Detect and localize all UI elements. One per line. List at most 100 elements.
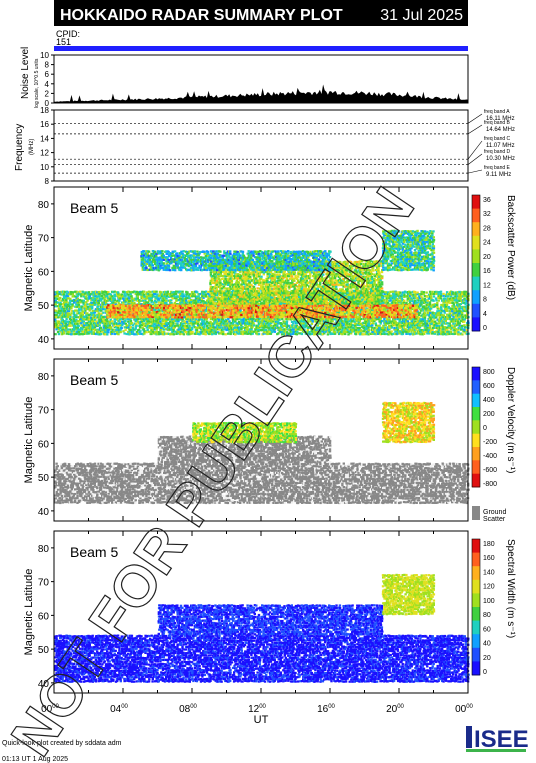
data-cell — [137, 297, 139, 299]
data-cell — [202, 300, 204, 302]
data-cell — [248, 320, 250, 322]
data-cell — [270, 319, 272, 321]
data-cell — [78, 325, 80, 327]
data-cell — [114, 298, 116, 300]
data-cell — [426, 296, 428, 298]
frequency-ylabel-sub: (MHz) — [29, 139, 35, 155]
data-cell — [75, 314, 77, 316]
cpid-bar — [54, 46, 468, 51]
data-cell — [152, 329, 154, 331]
data-cell — [109, 324, 111, 326]
data-cell — [197, 301, 199, 303]
data-cell — [404, 328, 406, 330]
data-cell — [420, 293, 422, 295]
data-cell — [435, 322, 437, 324]
data-cell — [155, 301, 157, 303]
data-cell — [145, 331, 147, 333]
data-cell — [252, 333, 254, 335]
data-cell — [426, 327, 428, 329]
data-cell — [419, 312, 421, 314]
data-cell — [107, 331, 109, 333]
data-cell — [443, 295, 445, 297]
data-cell — [420, 300, 422, 302]
frequency-tick-label: 10 — [40, 163, 49, 172]
data-cell — [205, 291, 207, 293]
data-cell — [176, 323, 178, 325]
data-cell — [63, 308, 65, 310]
data-cell — [191, 327, 193, 329]
data-cell — [435, 299, 437, 301]
data-cell — [131, 322, 133, 324]
data-cell — [130, 295, 132, 297]
data-cell — [137, 295, 139, 297]
noise-level-area — [54, 85, 468, 104]
noise-tick-label: 10 — [40, 51, 49, 60]
data-cell — [70, 307, 72, 309]
data-cell — [190, 299, 192, 301]
data-cell — [383, 331, 385, 333]
data-cell — [227, 333, 229, 335]
data-cell — [429, 312, 431, 314]
data-cell — [165, 297, 167, 299]
data-cell — [174, 302, 176, 304]
data-cell — [165, 300, 167, 302]
data-cell — [94, 314, 96, 316]
data-cell — [446, 291, 448, 293]
data-cell — [158, 302, 160, 304]
data-cell — [429, 303, 431, 305]
data-cell — [218, 329, 220, 331]
data-cell — [90, 312, 92, 314]
data-cell — [452, 323, 454, 325]
data-cell — [56, 314, 58, 316]
data-cell — [442, 331, 444, 333]
data-cell — [82, 314, 84, 316]
data-cell — [371, 327, 373, 329]
data-cell — [100, 318, 102, 320]
data-cell — [351, 330, 353, 332]
data-cell — [142, 322, 144, 324]
data-cell — [151, 299, 153, 301]
data-cell — [258, 333, 260, 335]
data-cell — [216, 323, 218, 325]
data-cell — [414, 291, 416, 293]
data-cell — [167, 291, 169, 293]
data-cell — [143, 328, 145, 330]
data-cell — [440, 295, 442, 297]
data-cell — [396, 322, 398, 324]
data-cell — [425, 292, 427, 294]
data-cell — [424, 317, 426, 319]
data-cell — [72, 291, 74, 293]
data-cell — [440, 308, 442, 310]
data-cell — [440, 297, 442, 299]
data-cell — [421, 297, 423, 299]
data-cell — [73, 318, 75, 320]
cpid-value: 151 — [56, 37, 71, 47]
data-cell — [436, 314, 438, 316]
data-cell — [372, 322, 374, 324]
data-cell — [181, 323, 183, 325]
data-cell — [90, 331, 92, 333]
data-cell — [444, 297, 446, 299]
data-cell — [104, 308, 106, 310]
plot-title: HOKKAIDO RADAR SUMMARY PLOT — [60, 7, 343, 24]
data-cell — [106, 333, 108, 335]
data-cell — [232, 318, 234, 320]
data-cell — [194, 293, 196, 295]
data-cell — [122, 302, 124, 304]
data-cell — [159, 320, 161, 322]
data-cell — [114, 333, 116, 335]
data-cell — [149, 293, 151, 295]
data-cell — [409, 328, 411, 330]
data-cell — [119, 294, 121, 296]
data-cell — [252, 318, 254, 320]
data-cell — [435, 297, 437, 299]
data-cell — [94, 304, 96, 306]
data-cell — [149, 291, 151, 293]
data-cell — [76, 323, 78, 325]
data-cell — [355, 331, 357, 333]
data-cell — [124, 329, 126, 331]
data-cell — [65, 318, 67, 320]
data-cell — [175, 293, 177, 295]
data-cell — [424, 315, 426, 317]
data-cell — [452, 302, 454, 304]
